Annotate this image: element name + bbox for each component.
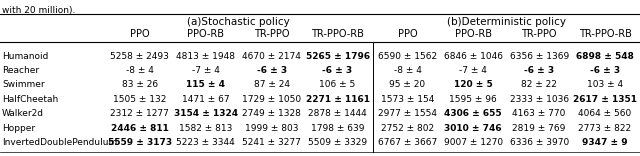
Text: 3010 ± 746: 3010 ± 746 (445, 124, 502, 133)
Text: 87 ± 24: 87 ± 24 (253, 80, 290, 89)
Text: 9347 ± 9: 9347 ± 9 (582, 138, 628, 147)
Text: 103 ± 4: 103 ± 4 (587, 80, 623, 89)
Text: with 20 million).: with 20 million). (2, 6, 76, 15)
Text: 2749 ± 1328: 2749 ± 1328 (243, 109, 301, 118)
Text: PPO: PPO (130, 29, 150, 39)
Text: 3154 ± 1324: 3154 ± 1324 (173, 109, 238, 118)
Text: 2878 ± 1444: 2878 ± 1444 (308, 109, 367, 118)
Text: -6 ± 3: -6 ± 3 (323, 66, 353, 75)
Text: Reacher: Reacher (2, 66, 39, 75)
Text: 2819 ± 769: 2819 ± 769 (513, 124, 566, 133)
Text: PPO: PPO (397, 29, 417, 39)
Text: -6 ± 3: -6 ± 3 (257, 66, 287, 75)
Text: 1595 ± 96: 1595 ± 96 (449, 95, 497, 104)
Text: 1999 ± 803: 1999 ± 803 (245, 124, 298, 133)
Text: Humanoid: Humanoid (2, 51, 49, 61)
Text: 82 ± 22: 82 ± 22 (521, 80, 557, 89)
Text: 6336 ± 3970: 6336 ± 3970 (509, 138, 569, 147)
Text: 4064 ± 560: 4064 ± 560 (579, 109, 632, 118)
Text: TR-PPO: TR-PPO (522, 29, 557, 39)
Text: 2773 ± 822: 2773 ± 822 (579, 124, 632, 133)
Text: 106 ± 5: 106 ± 5 (319, 80, 356, 89)
Text: 4163 ± 770: 4163 ± 770 (513, 109, 566, 118)
Text: 4670 ± 2174: 4670 ± 2174 (243, 51, 301, 61)
Text: 9007 ± 1270: 9007 ± 1270 (444, 138, 503, 147)
Text: 2617 ± 1351: 2617 ± 1351 (573, 95, 637, 104)
Text: 5258 ± 2493: 5258 ± 2493 (111, 51, 170, 61)
Text: 2977 ± 1554: 2977 ± 1554 (378, 109, 437, 118)
Text: 4813 ± 1948: 4813 ± 1948 (176, 51, 236, 61)
Text: (b)Deterministic policy: (b)Deterministic policy (447, 17, 566, 27)
Text: 5223 ± 3344: 5223 ± 3344 (177, 138, 235, 147)
Text: Walker2d: Walker2d (2, 109, 44, 118)
Text: -7 ± 4: -7 ± 4 (192, 66, 220, 75)
Text: 1505 ± 132: 1505 ± 132 (113, 95, 166, 104)
Text: Hopper: Hopper (2, 124, 35, 133)
Text: 120 ± 5: 120 ± 5 (454, 80, 493, 89)
Text: 1471 ± 67: 1471 ± 67 (182, 95, 230, 104)
Text: 5241 ± 3277: 5241 ± 3277 (243, 138, 301, 147)
Text: 115 ± 4: 115 ± 4 (186, 80, 225, 89)
Text: -6 ± 3: -6 ± 3 (524, 66, 554, 75)
Text: PPO-RB: PPO-RB (188, 29, 224, 39)
Text: 1798 ± 639: 1798 ± 639 (311, 124, 364, 133)
Text: Swimmer: Swimmer (2, 80, 45, 89)
Text: TR-PPO-RB: TR-PPO-RB (579, 29, 632, 39)
Text: HalfCheetah: HalfCheetah (2, 95, 58, 104)
Text: -7 ± 4: -7 ± 4 (460, 66, 487, 75)
Text: 4306 ± 655: 4306 ± 655 (445, 109, 502, 118)
Text: InvertedDoublePendulum: InvertedDoublePendulum (2, 138, 117, 147)
Text: 2752 ± 802: 2752 ± 802 (381, 124, 434, 133)
Text: 5265 ± 1796: 5265 ± 1796 (305, 51, 370, 61)
Text: 6767 ± 3667: 6767 ± 3667 (378, 138, 437, 147)
Text: 6590 ± 1562: 6590 ± 1562 (378, 51, 437, 61)
Text: -8 ± 4: -8 ± 4 (126, 66, 154, 75)
Text: 95 ± 20: 95 ± 20 (389, 80, 426, 89)
Text: 1582 ± 813: 1582 ± 813 (179, 124, 232, 133)
Text: 5509 ± 3329: 5509 ± 3329 (308, 138, 367, 147)
Text: PPO-RB: PPO-RB (455, 29, 492, 39)
Text: 2333 ± 1036: 2333 ± 1036 (509, 95, 569, 104)
Text: TR-PPO: TR-PPO (254, 29, 289, 39)
Text: 1729 ± 1050: 1729 ± 1050 (242, 95, 301, 104)
Text: 1573 ± 154: 1573 ± 154 (381, 95, 434, 104)
Text: 6356 ± 1369: 6356 ± 1369 (509, 51, 569, 61)
Text: 6898 ± 548: 6898 ± 548 (576, 51, 634, 61)
Text: -8 ± 4: -8 ± 4 (394, 66, 421, 75)
Text: 6846 ± 1046: 6846 ± 1046 (444, 51, 503, 61)
Text: 5559 ± 3173: 5559 ± 3173 (108, 138, 172, 147)
Text: 2446 ± 811: 2446 ± 811 (111, 124, 169, 133)
Text: (a)Stochastic policy: (a)Stochastic policy (188, 17, 290, 27)
Text: -6 ± 3: -6 ± 3 (590, 66, 620, 75)
Text: 2312 ± 1277: 2312 ± 1277 (111, 109, 170, 118)
Text: 83 ± 26: 83 ± 26 (122, 80, 158, 89)
Text: TR-PPO-RB: TR-PPO-RB (311, 29, 364, 39)
Text: 2271 ± 1161: 2271 ± 1161 (305, 95, 369, 104)
